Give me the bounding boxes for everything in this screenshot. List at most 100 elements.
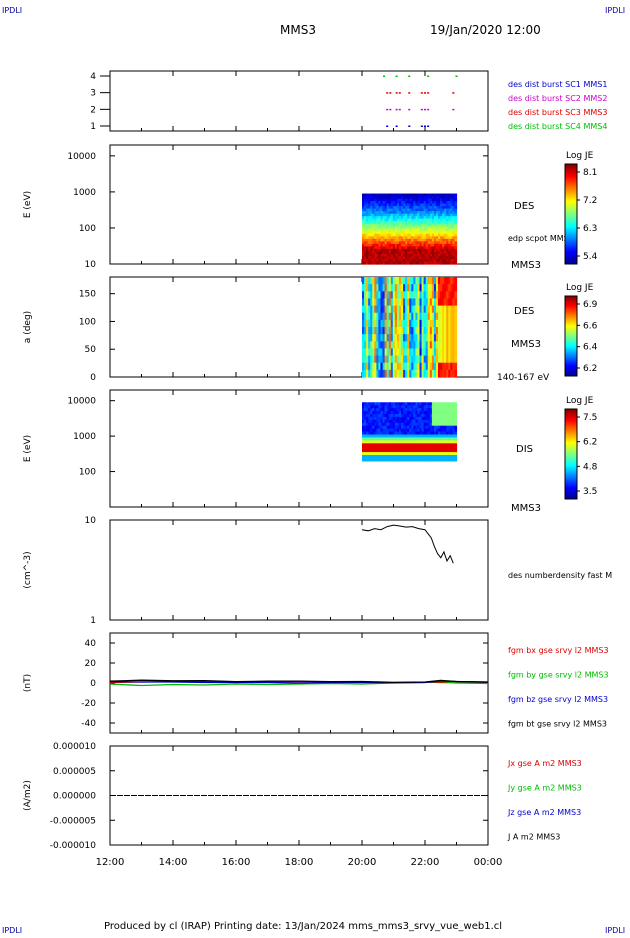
des-energy-cell bbox=[423, 236, 427, 240]
des-pitch-cell bbox=[452, 348, 456, 357]
dis-energy-cell bbox=[386, 419, 390, 424]
dis-energy-cell bbox=[386, 443, 390, 447]
des-energy-cell bbox=[448, 208, 451, 212]
des-energy-cell bbox=[370, 246, 373, 250]
des-pitch-cell bbox=[401, 334, 404, 342]
des-energy-cell bbox=[427, 216, 431, 220]
des-pitch-cell bbox=[376, 319, 380, 328]
dis-energy-cell bbox=[386, 416, 390, 421]
dis-energy-cell bbox=[419, 419, 423, 424]
des-pitch-cell bbox=[427, 362, 431, 371]
des-energy-cell bbox=[374, 248, 377, 253]
des-energy-cell bbox=[438, 241, 441, 245]
des-energy-cell bbox=[378, 251, 382, 255]
dis-energy-cell bbox=[423, 440, 427, 444]
des-pitch-cell bbox=[384, 348, 388, 357]
des-energy-cell bbox=[378, 258, 382, 263]
dis-energy-cell bbox=[435, 402, 439, 406]
dis-energy-cell bbox=[431, 419, 435, 424]
dis-energy-cell bbox=[435, 457, 439, 462]
des-energy-cell bbox=[376, 221, 380, 225]
des-energy-cell bbox=[433, 206, 437, 210]
des-energy-cell bbox=[448, 253, 451, 258]
dis-energy-cell bbox=[405, 434, 408, 439]
des-energy-cell bbox=[364, 236, 367, 240]
dis-energy-cell bbox=[438, 440, 441, 444]
des-pitch-cell bbox=[452, 319, 456, 328]
dis-energy-cell bbox=[394, 402, 398, 406]
des-energy-cell bbox=[376, 226, 380, 230]
dis-energy-cell bbox=[394, 452, 398, 456]
dis-energy-cell bbox=[415, 416, 419, 421]
dis-energy-cell bbox=[370, 405, 373, 409]
des-energy-cell bbox=[364, 201, 367, 205]
des-energy-cell bbox=[401, 261, 404, 265]
des-pitch-cell bbox=[450, 312, 453, 321]
des-energy-cell bbox=[380, 231, 384, 235]
dis-energy-cell bbox=[444, 408, 447, 412]
dis-energy-cell bbox=[431, 402, 435, 406]
des-pitch-cell bbox=[394, 305, 398, 314]
des-energy-cell bbox=[374, 233, 377, 237]
des-energy-cell bbox=[442, 246, 445, 250]
des-energy-cell bbox=[394, 218, 398, 222]
des-pitch-cell bbox=[423, 312, 427, 321]
des-pitch-cell bbox=[407, 355, 410, 364]
des-pitch-cell bbox=[376, 277, 380, 285]
des-energy-cell bbox=[407, 208, 410, 212]
des-energy-cell bbox=[401, 196, 404, 200]
des-pitch-cell bbox=[405, 327, 408, 335]
des-energy-cell bbox=[452, 238, 456, 242]
dis-energy-cell bbox=[452, 449, 456, 453]
des-pitch-cell bbox=[413, 348, 417, 357]
des-energy-cell bbox=[423, 233, 427, 237]
dis-energy-cell bbox=[438, 452, 441, 456]
des-energy-cell bbox=[425, 251, 429, 255]
dis-energy-cell bbox=[448, 402, 451, 406]
des-pitch-cell bbox=[382, 334, 386, 342]
dis-energy-cell bbox=[452, 457, 456, 462]
des-pitch-cell bbox=[390, 298, 394, 307]
des-energy-cell bbox=[370, 233, 373, 237]
des-energy-cell bbox=[431, 233, 435, 237]
dis-energy-cell bbox=[421, 443, 425, 447]
dis-energy-cell bbox=[374, 452, 377, 456]
des-pitch-cell bbox=[396, 327, 400, 335]
dis-energy-cell bbox=[396, 408, 400, 412]
x-tick-label: 16:00 bbox=[222, 857, 251, 868]
dis-energy-cell bbox=[403, 446, 406, 450]
des-energy-cell bbox=[442, 241, 445, 245]
dis-energy-cell bbox=[442, 405, 445, 409]
dis-energy-cell bbox=[362, 431, 365, 436]
des-energy-y-tick-label: 10000 bbox=[67, 152, 96, 162]
fgm-y-tick-label: 0 bbox=[90, 679, 96, 689]
dis-energy-cell bbox=[368, 431, 371, 436]
dis-energy-cell bbox=[370, 422, 373, 427]
des-energy-cell bbox=[388, 258, 392, 263]
des-energy-cell bbox=[386, 246, 390, 250]
dis-energy-cell bbox=[423, 425, 427, 430]
dis-energy-cell bbox=[435, 443, 439, 447]
dis-energy-cell bbox=[415, 455, 419, 459]
des-energy-cell bbox=[444, 211, 447, 215]
des-energy-cell bbox=[446, 208, 449, 212]
des-energy-cell bbox=[394, 203, 398, 207]
dis-energy-cell bbox=[372, 446, 375, 450]
des-energy-cell bbox=[384, 198, 388, 202]
des-pitch-cell bbox=[435, 291, 439, 300]
corner-label-bottom-right: IPDLI bbox=[605, 926, 625, 934]
dis-energy-cell bbox=[413, 452, 417, 456]
des-pitch-cell bbox=[423, 348, 427, 357]
des-energy-cell bbox=[411, 218, 414, 222]
des-energy-cell bbox=[419, 261, 423, 265]
dis-energy-cell bbox=[442, 402, 445, 406]
des-pitch-cell bbox=[423, 298, 427, 307]
dis-energy-cell bbox=[411, 431, 414, 436]
des-energy-cell bbox=[450, 236, 453, 240]
dis-energy-cell bbox=[405, 446, 408, 450]
density-panel-frame bbox=[109, 519, 489, 621]
dis-energy-cell bbox=[386, 449, 390, 453]
des-energy-cell bbox=[380, 193, 384, 197]
des-energy-cell bbox=[444, 203, 447, 207]
des-pitch-cell bbox=[362, 298, 365, 307]
